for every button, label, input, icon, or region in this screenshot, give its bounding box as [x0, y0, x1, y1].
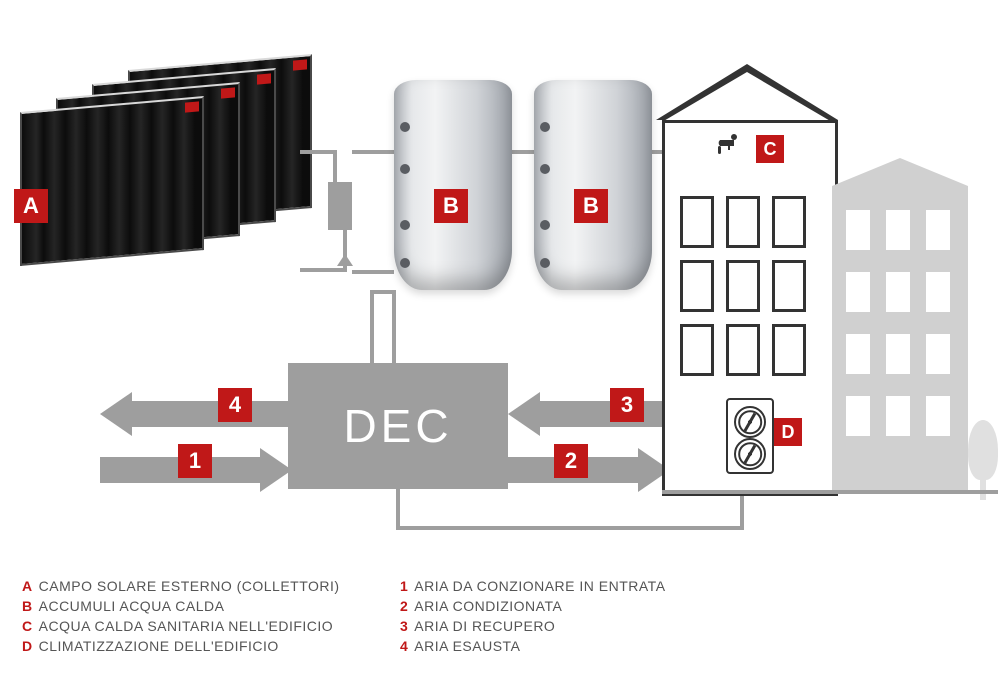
diagram-stage: DEC: [0, 0, 1000, 691]
legend-key: 4: [400, 638, 408, 654]
window: [886, 272, 910, 312]
arrow-4-exhaust: [100, 392, 292, 436]
window: [926, 210, 950, 250]
legend-left: A CAMPO SOLARE ESTERNO (COLLETTORI) B ACCU…: [22, 578, 340, 658]
pipe: [396, 489, 400, 529]
label-2-text: 2: [565, 448, 577, 474]
legend-text: ACCUMULI ACQUA CALDA: [39, 598, 225, 614]
legend-row: 4 ARIA ESAUSTA: [400, 638, 666, 654]
label-C: C: [756, 135, 784, 163]
legend-row: C ACQUA CALDA SANITARIA NELL'EDIFICIO: [22, 618, 340, 634]
pipe: [370, 290, 374, 363]
hvac-unit: [726, 398, 774, 474]
pipe: [352, 150, 394, 154]
window: [846, 272, 870, 312]
window: [680, 196, 714, 248]
pipe: [512, 150, 534, 154]
building-secondary-roof: [832, 158, 968, 186]
label-3: 3: [610, 388, 644, 422]
legend-row: 3 ARIA DI RECUPERO: [400, 618, 666, 634]
tree-icon: [968, 420, 998, 480]
legend-row: 2 ARIA CONDIZIONATA: [400, 598, 666, 614]
window: [926, 272, 950, 312]
label-C-text: C: [764, 139, 777, 160]
window: [846, 396, 870, 436]
solar-collectors: [20, 80, 320, 290]
label-1: 1: [178, 444, 212, 478]
label-2: 2: [554, 444, 588, 478]
label-4-text: 4: [229, 392, 241, 418]
water-tank: [534, 80, 652, 290]
window: [886, 334, 910, 374]
label-A: A: [14, 189, 48, 223]
legend-text: ARIA CONDIZIONATA: [414, 598, 562, 614]
window: [772, 196, 806, 248]
window: [772, 260, 806, 312]
label-A-text: A: [23, 193, 39, 219]
window: [886, 210, 910, 250]
legend-right: 1 ARIA DA CONZIONARE IN ENTRATA 2 ARIA CON…: [400, 578, 666, 658]
legend-text: ACQUA CALDA SANITARIA NELL'EDIFICIO: [39, 618, 334, 634]
arrow-2-conditioned: [508, 448, 670, 492]
ground-line: [662, 490, 998, 494]
dec-unit: DEC: [288, 363, 508, 489]
label-D-text: D: [782, 422, 795, 443]
flow-arrow-icon: [337, 254, 353, 266]
window: [726, 196, 760, 248]
legend-text: ARIA DA CONZIONARE IN ENTRATA: [414, 578, 665, 594]
window: [846, 334, 870, 374]
window: [846, 210, 870, 250]
label-3-text: 3: [621, 392, 633, 418]
window: [886, 396, 910, 436]
label-D: D: [774, 418, 802, 446]
legend-row: 1 ARIA DA CONZIONARE IN ENTRATA: [400, 578, 666, 594]
window: [680, 260, 714, 312]
pipe: [300, 268, 346, 272]
legend-text: ARIA DI RECUPERO: [414, 618, 555, 634]
legend-key: D: [22, 638, 33, 654]
legend-text: ARIA ESAUSTA: [414, 638, 520, 654]
legend-key: 3: [400, 618, 408, 634]
label-B1: B: [434, 189, 468, 223]
pipe: [740, 490, 744, 530]
label-1-text: 1: [189, 448, 201, 474]
pipe: [333, 150, 337, 184]
legend-text: CAMPO SOLARE ESTERNO (COLLETTORI): [39, 578, 340, 594]
legend-row: A CAMPO SOLARE ESTERNO (COLLETTORI): [22, 578, 340, 594]
legend-key: B: [22, 598, 33, 614]
window: [772, 324, 806, 376]
pipe: [352, 270, 394, 274]
water-tank: [394, 80, 512, 290]
arrow-3-recovery: [508, 392, 670, 436]
legend-row: B ACCUMULI ACQUA CALDA: [22, 598, 340, 614]
window: [926, 334, 950, 374]
label-B-text: B: [443, 193, 459, 219]
pipe: [392, 290, 396, 363]
legend-key: 2: [400, 598, 408, 614]
window: [680, 324, 714, 376]
legend-key: A: [22, 578, 33, 594]
dec-label: DEC: [343, 399, 452, 453]
label-B-text: B: [583, 193, 599, 219]
window: [926, 396, 950, 436]
pipe: [396, 526, 744, 530]
legend-key: C: [22, 618, 33, 634]
window: [726, 324, 760, 376]
heat-exchanger: [328, 182, 352, 230]
legend-row: D CLIMATIZZAZIONE DELL'EDIFICIO: [22, 638, 340, 654]
faucet-icon: [716, 134, 750, 165]
legend-key: 1: [400, 578, 408, 594]
building-roof-inner: [662, 72, 832, 122]
label-B2: B: [574, 189, 608, 223]
window: [726, 260, 760, 312]
label-4: 4: [218, 388, 252, 422]
pipe: [300, 150, 336, 154]
legend-text: CLIMATIZZAZIONE DELL'EDIFICIO: [39, 638, 279, 654]
